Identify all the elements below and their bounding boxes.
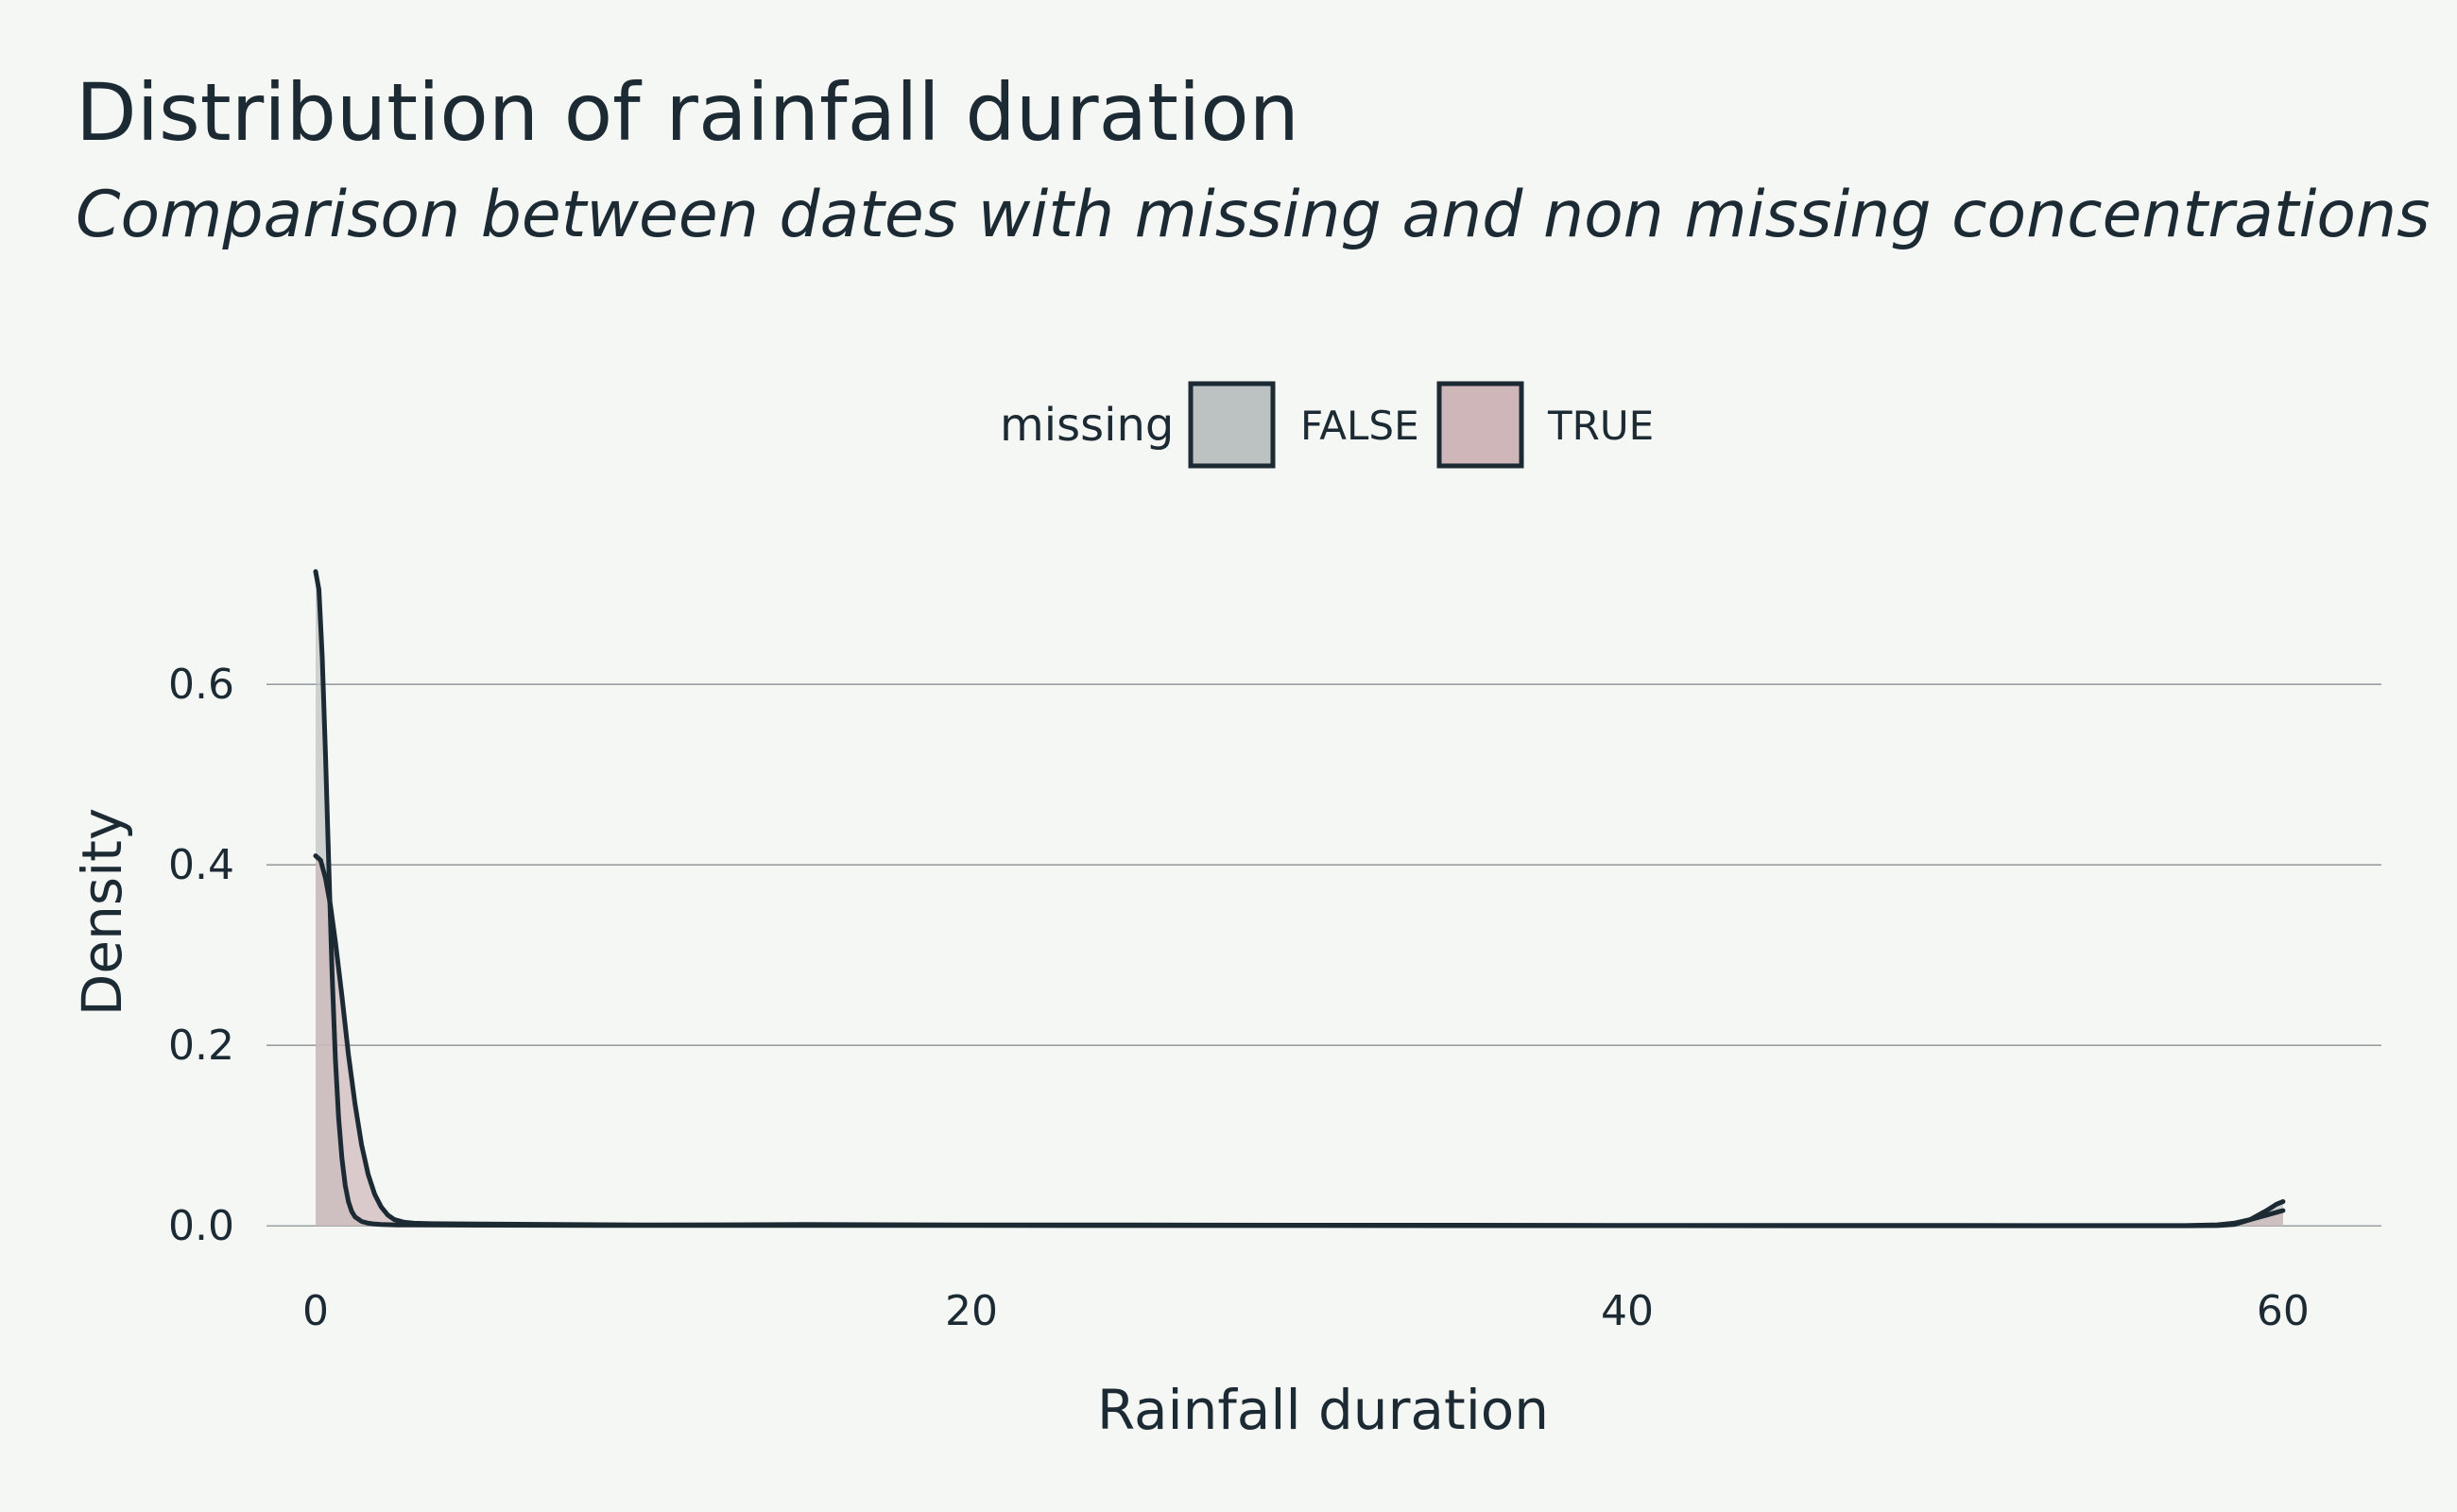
x-axis-title: Rainfall duration: [1097, 1378, 1549, 1442]
x-axis-ticks: 0 20 40 60: [302, 1287, 2310, 1335]
y-tick-label: 0.0: [168, 1202, 234, 1250]
density-lines: [313, 569, 2286, 1228]
y-axis-title: Density: [70, 808, 134, 1017]
x-tick-label: 0: [302, 1287, 329, 1335]
legend-label-false: FALSE: [1300, 403, 1419, 449]
density-line-true: [313, 853, 2286, 1228]
x-tick-label: 60: [2257, 1287, 2310, 1335]
y-tick-label: 0.4: [168, 841, 234, 889]
legend: missing FALSE TRUE: [1000, 381, 1654, 469]
chart-title: Distribution of rainfall duration: [76, 66, 1299, 159]
y-tick-label: 0.2: [168, 1022, 234, 1070]
chart-subtitle: Comparison between dates with missing an…: [76, 178, 2431, 252]
density-area-true: [316, 855, 2283, 1227]
legend-key-false: [1188, 381, 1276, 469]
density-line-false: [313, 569, 2286, 1228]
legend-key-true: [1436, 381, 1524, 469]
y-axis-ticks: 0.0 0.2 0.4 0.6: [168, 661, 234, 1250]
density-area-false: [316, 571, 2283, 1227]
x-tick-label: 40: [1601, 1287, 1654, 1335]
y-tick-label: 0.6: [168, 661, 234, 709]
x-tick-label: 20: [945, 1287, 998, 1335]
legend-title: missing: [1000, 399, 1174, 452]
gridlines: [266, 683, 2381, 1228]
legend-label-true: TRUE: [1547, 403, 1654, 449]
density-areas: [316, 571, 2283, 1227]
